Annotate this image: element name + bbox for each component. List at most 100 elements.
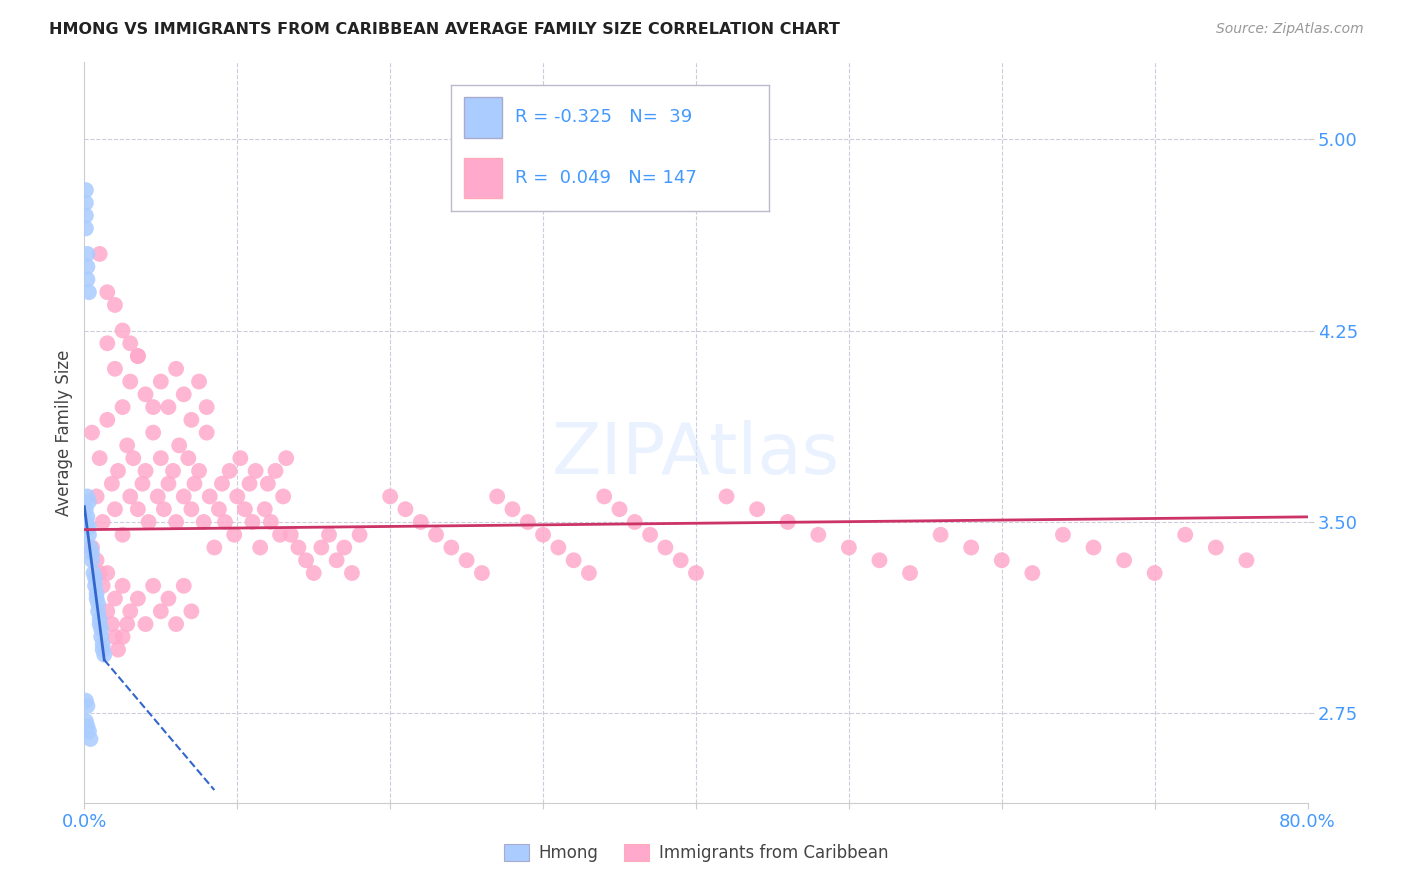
Point: [107, 642, 129, 657]
Point: [960, 541, 983, 555]
Point: [280, 527, 302, 541]
Point: [76, 260, 98, 274]
Text: HMONG VS IMMIGRANTS FROM CARIBBEAN AVERAGE FAMILY SIZE CORRELATION CHART: HMONG VS IMMIGRANTS FROM CARIBBEAN AVERA…: [49, 22, 841, 37]
Point: [929, 527, 952, 541]
Point: [180, 604, 202, 618]
Point: [183, 476, 205, 491]
Point: [242, 515, 264, 529]
Point: [77, 527, 100, 541]
Point: [77, 520, 100, 534]
Point: [80, 425, 103, 440]
Point: [173, 490, 195, 504]
Point: [76, 247, 98, 261]
Point: [991, 553, 1014, 567]
Point: [1083, 541, 1105, 555]
Point: [75, 502, 97, 516]
Point: [76, 520, 98, 534]
Point: [193, 515, 215, 529]
Text: Source: ZipAtlas.com: Source: ZipAtlas.com: [1216, 22, 1364, 37]
Point: [75, 195, 97, 210]
Point: [91, 515, 114, 529]
Point: [111, 400, 134, 414]
Point: [142, 579, 165, 593]
Point: [578, 566, 600, 580]
Point: [142, 400, 165, 414]
Point: [486, 490, 509, 504]
Point: [214, 515, 236, 529]
Point: [75, 209, 97, 223]
Point: [111, 630, 134, 644]
Point: [89, 451, 111, 466]
Point: [76, 698, 98, 713]
Point: [516, 515, 538, 529]
Point: [425, 527, 447, 541]
Point: [120, 336, 142, 351]
Point: [165, 617, 187, 632]
Point: [89, 612, 111, 626]
Point: [165, 361, 187, 376]
Point: [165, 515, 187, 529]
Point: [173, 387, 195, 401]
Point: [654, 541, 676, 555]
Point: [562, 553, 585, 567]
Point: [202, 541, 225, 555]
Point: [146, 490, 169, 504]
Point: [87, 597, 110, 611]
Point: [271, 490, 294, 504]
Point: [1052, 527, 1074, 541]
Point: [898, 566, 921, 580]
Point: [177, 451, 200, 466]
Point: [127, 349, 149, 363]
Point: [135, 617, 157, 632]
Point: [807, 527, 830, 541]
Point: [76, 719, 98, 733]
Point: [75, 694, 97, 708]
Point: [224, 527, 246, 541]
Point: [76, 272, 98, 286]
Point: [76, 509, 98, 524]
Point: [173, 579, 195, 593]
Point: [77, 724, 100, 739]
Point: [84, 579, 107, 593]
Point: [349, 527, 371, 541]
Point: [264, 464, 287, 478]
Y-axis label: Average Family Size: Average Family Size: [55, 350, 73, 516]
Point: [96, 336, 118, 351]
Point: [149, 604, 172, 618]
Point: [669, 553, 692, 567]
Point: [198, 490, 221, 504]
Point: [131, 476, 153, 491]
Point: [609, 502, 631, 516]
Point: [115, 617, 138, 632]
Point: [89, 247, 111, 261]
Point: [142, 425, 165, 440]
Point: [249, 541, 271, 555]
Point: [127, 591, 149, 606]
Point: [75, 221, 97, 235]
Point: [89, 566, 111, 580]
Point: [253, 502, 276, 516]
Point: [111, 527, 134, 541]
Point: [86, 490, 108, 504]
Text: ZIPAtlas: ZIPAtlas: [553, 420, 839, 490]
Point: [83, 566, 105, 580]
Point: [276, 451, 298, 466]
Point: [104, 502, 127, 516]
Point: [776, 515, 799, 529]
Point: [211, 476, 233, 491]
Point: [188, 464, 211, 478]
Point: [440, 541, 463, 555]
Point: [76, 490, 98, 504]
Point: [77, 494, 100, 508]
Point: [79, 541, 101, 555]
Point: [93, 648, 115, 662]
Point: [257, 476, 280, 491]
Point: [101, 617, 124, 632]
Point: [380, 490, 402, 504]
Point: [340, 566, 363, 580]
Point: [80, 553, 103, 567]
Point: [80, 546, 103, 560]
Point: [115, 438, 138, 452]
Point: [218, 464, 240, 478]
Point: [75, 714, 97, 728]
